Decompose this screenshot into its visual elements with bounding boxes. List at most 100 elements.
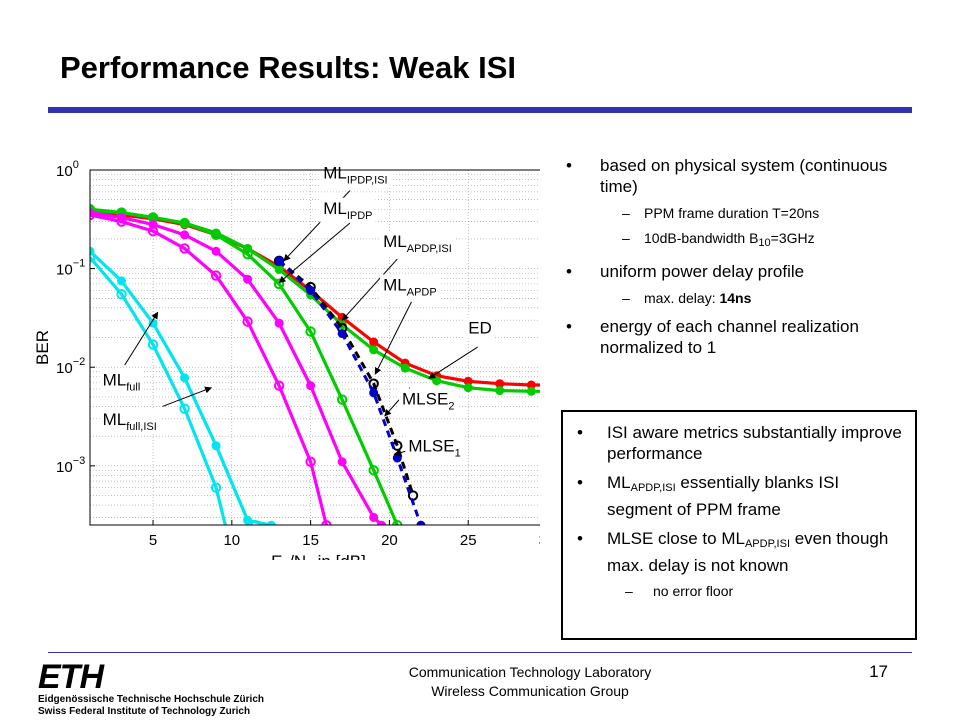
annotation-label: MLIPDP,ISI [323,163,387,186]
x-tick-label: 5 [149,532,157,549]
annotation-label-bg [320,162,391,188]
y-tick-label: 100 [56,159,79,180]
series-point-mlapdp-isi [274,264,284,274]
eth-logo-line-de: Eidgenössische Technische Hochschule Zür… [38,694,264,705]
series-point-mlapdp-isi [526,386,536,396]
series-line-mlipdp [90,213,328,525]
series-point-mlfull [179,403,190,414]
x-tick-label: 20 [381,532,398,549]
annotation-arrow [124,311,159,366]
annotation-label: MLAPDP,ISI [383,232,452,255]
series-point-mlapdp [336,394,348,405]
series-point-mlipdp-isi [306,381,316,391]
series-point-mlipdp [242,316,253,327]
series-point-mlapdp-isi [432,376,442,386]
title-rule [48,107,912,113]
series-point-mlfull-isi [266,520,276,525]
series-point-mlfull [116,289,127,300]
annotation-label: MLIPDP [323,199,372,222]
series-point-mlse1 [306,285,316,295]
series-line-mlapdp [90,207,399,525]
page-number: 17 [869,662,888,681]
bullet-physical-system: based on physical system (continuous tim… [566,155,906,197]
series-point-mlipdp [90,209,96,221]
series-point-mlipdp-isi [243,274,253,284]
eth-logo: ETH Eidgenössische Technische Hochschule… [38,658,268,717]
bullet-frame-duration: PPM frame duration T=20ns [566,204,906,222]
series-point-mlipdp-isi [211,246,221,256]
series-line-mlse1 [278,259,423,525]
x-tick-label: 15 [302,532,319,549]
y-tick-label: 10−1 [56,258,85,279]
slide-title: Performance Results: Weak ISI [60,50,516,85]
series-point-mlfull-isi [243,515,253,525]
footer-lab: Communication Technology Laboratory [408,664,652,680]
series-point-mlse1 [392,453,402,463]
series-point-mlfull [147,339,159,350]
bullet-bandwidth: 10dB-bandwidth B10=3GHz [566,229,906,252]
annotation-arrow [374,301,412,375]
annotation-arrow [278,222,351,284]
y-tick-label: 10−2 [56,356,85,377]
y-axis-label: BER [33,330,52,365]
annotation-label-bg [405,435,464,461]
series-point-mlipdp [210,270,222,281]
annotation-label-bg [99,369,144,395]
series-point-mlfull-isi [211,441,221,451]
x-tick-label: 25 [460,532,477,549]
annotation-arrow [162,386,212,407]
axes-frame [89,169,540,526]
series-point-mlfull [210,482,222,493]
annotation-label: MLfull [103,371,141,394]
annotation-layer: MLIPDP,ISI MLIPDP MLAPDP,ISI MLAPDP ED MLfull… [99,162,495,461]
series-point-mlapdp [368,465,379,476]
annotation-label-bg [99,408,160,434]
x-axis-label: Eb/N0 in [dB] [271,552,366,560]
series-point-mlse1 [416,520,426,525]
annotation-label: MLSE2 [402,389,454,412]
series-point-mlse2 [368,378,379,389]
eth-logo-mark: ETH [38,658,104,696]
footer-group: Wireless Communication Group [431,683,629,699]
series-point-mlapdp [392,520,403,525]
summary-box: ISI aware metrics substantially improve … [561,410,917,640]
x-tick-label: 30 [539,532,540,549]
series-line-mlipdp-isi [90,211,383,525]
grid-layer [89,169,540,525]
series-point-mlfull-isi [90,246,95,256]
series-point-mlipdp [273,380,285,391]
series-point-mlapdp [242,249,253,260]
annotation-label: MLfull,ISI [103,410,157,433]
annotation-label: MLSE1 [408,436,460,459]
series-point-mlfull-isi [180,373,190,383]
annotation-label: ED [468,318,492,337]
footer-affiliation: Communication Technology Laboratory Wire… [330,663,730,701]
series-point-mlapdp-isi [369,345,379,355]
series-point-mlse1 [274,256,284,266]
box-item-blanks-isi: MLAPDP,ISI essentially blanks ISI segmen… [563,472,907,520]
annotation-label-bg [320,197,376,223]
series-point-mlapdp [305,326,316,337]
series-point-mlipdp [147,225,159,237]
bullet-power-delay-profile: uniform power delay profile [566,261,906,282]
series-point-mlapdp-isi [495,386,505,396]
series-point-mlfull-isi [117,276,127,286]
annotation-label-bg [380,231,455,257]
bullet-energy-normalization: energy of each channel realization norma… [566,316,906,358]
footer-rule [48,652,912,653]
box-item-isi-aware: ISI aware metrics substantially improve … [563,422,907,464]
annotation-label-bg [465,317,495,339]
annotation-label-bg [399,388,458,414]
bullet-list: based on physical system (continuous tim… [566,155,906,358]
tick-layer: 5 10 15 20 25 30 100 10−1 10−2 10−3 [56,159,540,549]
eth-logo-line-en: Swiss Federal Institute of Technology Zu… [38,706,251,717]
annotation-label: MLAPDP [383,275,437,298]
series-point-mlipdp [116,216,127,227]
series-point-mlipdp [179,243,190,254]
series-point-mlapdp-isi [400,363,410,373]
series-line-mlfull [90,256,227,525]
box-item-mlse-close: MLSE close to MLAPDP,ISI even though max… [563,528,907,576]
series-point-ed [369,337,379,347]
bullet-max-delay: max. delay: 14ns [566,289,906,307]
annotation-label-bg [380,274,440,300]
